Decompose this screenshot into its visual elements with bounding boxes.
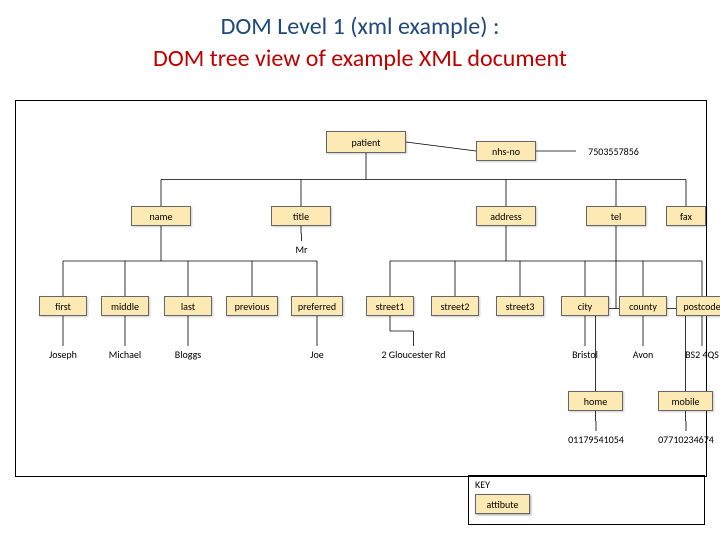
node-street3: street3: [496, 296, 544, 316]
node-gloucester: 2 Gloucester Rd: [366, 346, 461, 362]
node-nhsno_val: 7503557856: [576, 141, 651, 161]
node-avon: Avon: [619, 346, 667, 362]
node-home_val: 01179541054: [561, 431, 631, 447]
node-bs24qs: BS2 4QS: [676, 346, 720, 362]
node-mobile: mobile: [658, 391, 713, 411]
title-line-2: DOM tree view of example XML document: [0, 44, 720, 73]
node-middle: middle: [101, 296, 149, 316]
node-address: address: [476, 206, 536, 226]
node-title: title: [271, 206, 331, 226]
key-label: KEY: [475, 478, 490, 491]
key-legend: KEY elementcontentattibute: [468, 475, 705, 525]
title-line-1: DOM Level 1 (xml example) :: [0, 12, 720, 41]
node-name: name: [131, 206, 191, 226]
node-street1: street1: [366, 296, 414, 316]
node-last: last: [164, 296, 212, 316]
key-items: elementcontentattibute: [475, 494, 530, 514]
node-bristol: Bristol: [561, 346, 609, 362]
node-michael: Michael: [101, 346, 149, 362]
node-tel: tel: [586, 206, 646, 226]
node-city: city: [561, 296, 609, 316]
diagram-container: patient nhs-no 7503557856 name title address t…: [15, 100, 707, 477]
node-preferred: preferred: [291, 296, 343, 316]
key-item-attribute: attibute: [475, 494, 530, 514]
node-bloggs: Bloggs: [164, 346, 212, 362]
node-patient: patient: [326, 131, 406, 153]
node-street2: street2: [431, 296, 479, 316]
node-nhsno: nhs-no: [476, 141, 536, 161]
node-first: first: [39, 296, 87, 316]
node-joe: Joe: [291, 346, 343, 362]
node-previous: previous: [226, 296, 278, 316]
node-mobile_val: 07710234674: [651, 431, 720, 447]
node-county: county: [619, 296, 667, 316]
node-fax: fax: [666, 206, 706, 226]
node-joseph: Joseph: [39, 346, 87, 362]
node-home: home: [568, 391, 623, 411]
node-mr: Mr: [284, 241, 319, 257]
node-postcode: postcode: [676, 296, 720, 316]
